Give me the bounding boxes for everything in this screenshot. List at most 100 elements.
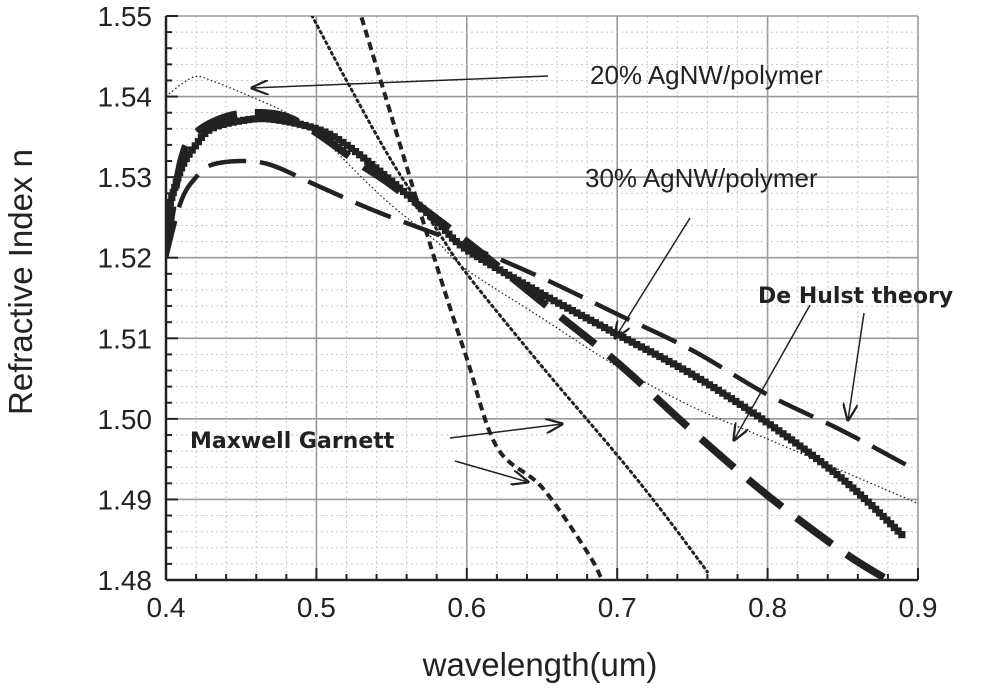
series-marker-30pct — [239, 116, 248, 124]
arrow-de-hulst-2 — [848, 312, 865, 420]
series-marker-30pct — [642, 345, 650, 353]
x-axis-title: wavelength(um) — [422, 646, 658, 683]
y-tick-label: 1.50 — [98, 404, 153, 435]
x-tick-label: 0.4 — [147, 592, 186, 623]
series-marker-30pct — [669, 360, 678, 368]
series-line-maxwell-garnett-5 — [359, 16, 604, 580]
series-marker-30pct — [255, 115, 263, 123]
series-marker-30pct — [339, 138, 347, 147]
series-marker-30pct — [637, 343, 645, 351]
y-tick-label: 1.55 — [98, 1, 153, 32]
series-marker-30pct — [550, 297, 558, 305]
series-marker-30pct — [705, 381, 714, 389]
x-tick-label: 0.8 — [748, 592, 787, 623]
series-marker-30pct — [775, 427, 783, 435]
arrow-20pct — [252, 75, 549, 88]
series-marker-30pct — [360, 154, 368, 162]
series-marker-30pct — [505, 271, 513, 279]
series-marker-30pct — [845, 480, 853, 489]
annotation-20pct: 20% AgNW/polymer — [590, 60, 823, 90]
series-marker-30pct — [380, 170, 388, 179]
series-marker-30pct — [857, 491, 865, 499]
series-marker-30pct — [679, 365, 687, 373]
series-marker-30pct — [347, 144, 356, 153]
series-marker-30pct — [683, 367, 691, 376]
series-marker-30pct — [229, 118, 237, 126]
series-marker-30pct — [197, 133, 206, 142]
series-marker-30pct — [271, 115, 279, 124]
series-marker-30pct — [214, 122, 222, 130]
series-marker-30pct — [762, 418, 770, 426]
series-marker-30pct — [407, 194, 415, 203]
series-marker-30pct — [771, 424, 779, 432]
y-tick-label: 1.48 — [98, 565, 153, 596]
series-marker-30pct — [656, 352, 664, 361]
series-marker-30pct — [879, 512, 887, 521]
series-marker-30pct — [821, 461, 829, 469]
series-marker-30pct — [714, 386, 722, 394]
series-marker-30pct — [864, 498, 872, 506]
series-marker-30pct — [868, 502, 876, 510]
series-marker-30pct — [674, 362, 682, 371]
series-marker-30pct — [201, 129, 209, 138]
series-marker-30pct — [697, 375, 705, 384]
series-marker-30pct — [736, 400, 744, 408]
series-marker-30pct — [568, 306, 576, 315]
series-marker-30pct — [234, 117, 243, 125]
series-marker-30pct — [169, 188, 177, 197]
series-marker-30pct — [745, 406, 753, 414]
series-marker-30pct — [665, 357, 673, 366]
series-marker-30pct — [473, 253, 482, 261]
x-tick-labels: 0.4 0.5 0.6 0.7 0.8 0.9 — [147, 592, 938, 623]
series-marker-30pct — [894, 527, 902, 535]
series-marker-30pct — [749, 409, 757, 417]
series-marker-30pct — [872, 505, 880, 513]
series-marker-30pct — [723, 392, 731, 400]
series-marker-30pct — [766, 421, 774, 429]
series-marker-30pct — [276, 116, 284, 124]
series-marker-30pct — [890, 523, 898, 531]
series-marker-30pct — [596, 321, 604, 329]
series-marker-30pct — [719, 389, 727, 397]
annotation-30pct: 30% AgNW/polymer — [585, 163, 818, 193]
series-marker-30pct — [688, 370, 696, 378]
series-marker-30pct — [779, 430, 787, 438]
series-marker-30pct — [250, 115, 258, 123]
series-marker-30pct — [875, 509, 884, 517]
series-marker-30pct — [448, 234, 457, 242]
annotation-maxwell-garnett: Maxwell Garnett — [190, 429, 395, 454]
series-marker-30pct — [335, 135, 343, 144]
series-marker-30pct — [166, 198, 174, 207]
series-marker-30pct — [582, 314, 590, 322]
series-marker-30pct — [758, 415, 766, 423]
series-marker-30pct — [205, 126, 213, 134]
series-marker-30pct — [701, 378, 709, 386]
series-marker-30pct — [260, 115, 268, 123]
series-marker-30pct — [753, 412, 762, 420]
annotation-arrows — [252, 75, 865, 482]
series-marker-30pct — [536, 289, 545, 297]
series-marker-30pct — [478, 255, 486, 263]
series-marker-30pct — [605, 326, 613, 334]
series-marker-30pct — [460, 244, 469, 252]
series-marker-30pct — [829, 467, 837, 475]
series-marker-30pct — [564, 304, 572, 312]
y-tick-label: 1.52 — [98, 243, 153, 274]
series-marker-30pct — [787, 436, 796, 444]
series-marker-30pct — [628, 338, 636, 346]
series-marker-30pct — [182, 154, 190, 163]
series-marker-30pct — [559, 302, 567, 310]
series-marker-30pct — [825, 464, 833, 472]
series-marker-30pct — [813, 454, 821, 463]
series-marker-30pct — [330, 133, 338, 141]
series-marker-30pct — [500, 269, 508, 277]
plot-frame — [164, 15, 919, 582]
annotation-de-hulst: De Hulst theory — [758, 284, 953, 309]
series-marker-30pct — [647, 348, 655, 356]
series-marker-30pct — [209, 124, 217, 132]
series-marker-30pct — [600, 323, 609, 332]
series-marker-30pct — [532, 286, 540, 295]
series-marker-30pct — [860, 494, 869, 503]
y-tick-label: 1.54 — [98, 82, 153, 113]
series-marker-30pct — [376, 167, 384, 175]
